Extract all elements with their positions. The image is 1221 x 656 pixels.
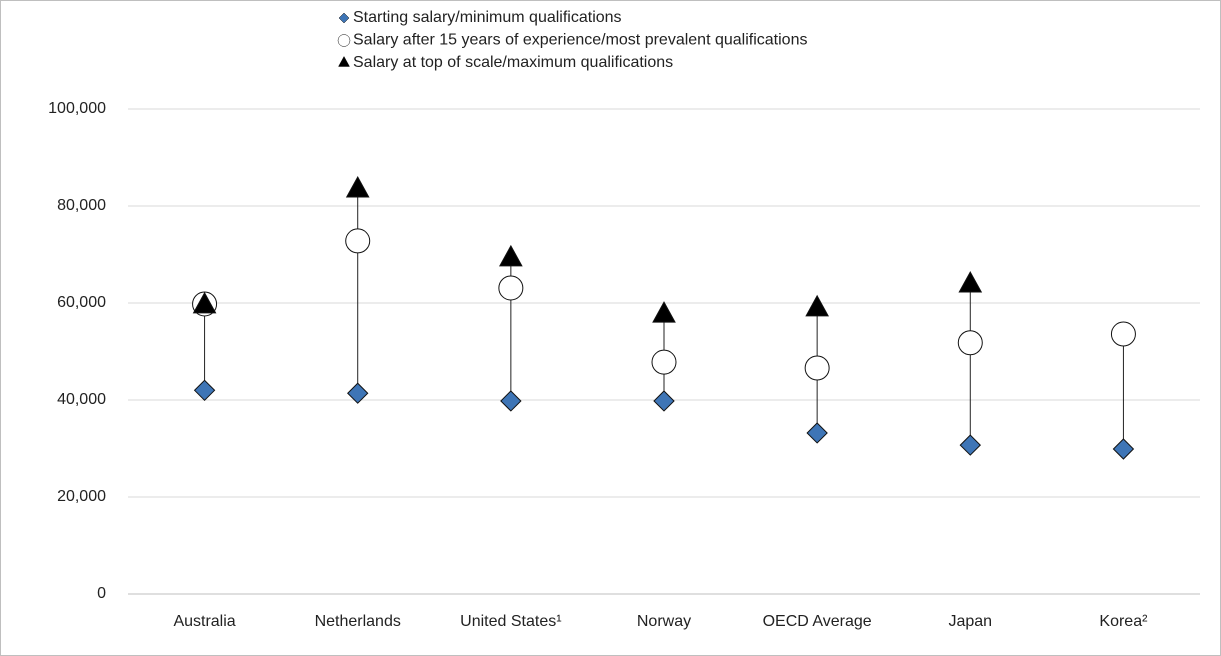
- legend-marker: [338, 55, 350, 67]
- x-tick-label: Australia: [173, 613, 235, 630]
- x-tick-label: Korea²: [1099, 613, 1148, 630]
- triangle-marker: [958, 271, 983, 293]
- diamond-marker: [806, 422, 828, 444]
- legend-label: Salary at top of scale/maximum qualifica…: [353, 54, 673, 71]
- triangle-marker: [345, 175, 370, 198]
- circle-marker: [1110, 321, 1136, 347]
- legend-label: Starting salary/minimum qualifications: [353, 9, 622, 26]
- y-tick-label: 100,000: [48, 100, 106, 117]
- triangle-marker: [192, 291, 217, 314]
- circle-marker: [345, 228, 371, 254]
- legend-label: Salary after 15 years of experience/most…: [353, 32, 807, 49]
- triangle-marker: [805, 294, 829, 317]
- circle-marker: [498, 275, 524, 301]
- x-tick-label: Norway: [637, 613, 691, 630]
- triangle-marker: [652, 301, 676, 323]
- diamond-marker: [1112, 438, 1135, 460]
- y-tick-label: 60,000: [57, 294, 106, 311]
- diamond-marker: [959, 434, 981, 456]
- diamond-marker: [347, 382, 369, 404]
- x-tick-label: Netherlands: [315, 613, 401, 630]
- circle-marker: [804, 355, 830, 381]
- y-tick-label: 80,000: [57, 197, 106, 214]
- diamond-marker: [193, 379, 216, 402]
- diamond-marker: [500, 390, 522, 412]
- circle-marker: [651, 349, 677, 375]
- diamond-marker: [653, 390, 675, 412]
- circle-marker: [957, 330, 983, 356]
- triangle-marker: [499, 244, 523, 267]
- y-tick-label: 40,000: [57, 391, 106, 408]
- x-tick-label: United States¹: [460, 613, 561, 630]
- y-tick-label: 20,000: [57, 488, 106, 505]
- legend-marker: [338, 12, 350, 24]
- x-tick-label: Japan: [948, 613, 992, 630]
- y-tick-label: 0: [97, 585, 106, 602]
- legend-marker: [337, 34, 351, 47]
- x-tick-label: OECD Average: [763, 613, 872, 630]
